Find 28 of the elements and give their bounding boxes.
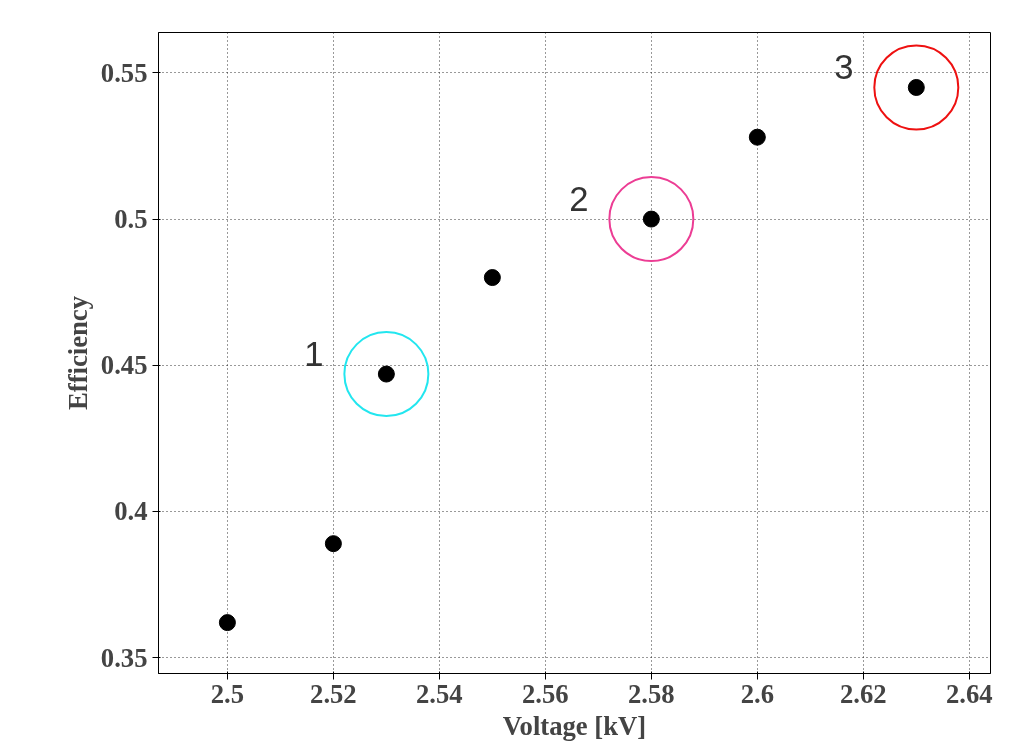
x-tick-label: 2.56 [522,678,569,709]
annotation: 1 [304,335,324,374]
x-tick-label: 2.5 [210,678,245,709]
x-tick-label: 2.54 [416,678,463,709]
y-tick-label: 0.55 [100,57,148,88]
y-tick-label: 0.5 [114,204,148,235]
point [343,331,430,417]
point [377,365,395,383]
point [642,210,660,228]
x-tick-label: 2.62 [839,678,887,709]
point [483,269,501,287]
y-axis-title: Efficiency [62,295,93,410]
point [907,78,925,96]
point [873,44,960,131]
annotation: 3 [834,48,854,87]
x-tick-label: 2.52 [310,678,357,709]
annotation: 2 [569,180,589,219]
y-tick-label: 0.45 [100,350,148,381]
x-tick-label: 2.64 [945,678,993,709]
y-tick-label: 0.4 [114,496,148,527]
y-tick-label: 0.35 [100,642,148,673]
x-axis-title: Voltage [kV] [502,710,647,741]
point [748,128,766,146]
point [324,535,342,553]
point [218,614,236,632]
x-tick-label: 2.58 [628,678,675,709]
x-tick-label: 2.6 [740,678,774,709]
point [608,176,695,262]
